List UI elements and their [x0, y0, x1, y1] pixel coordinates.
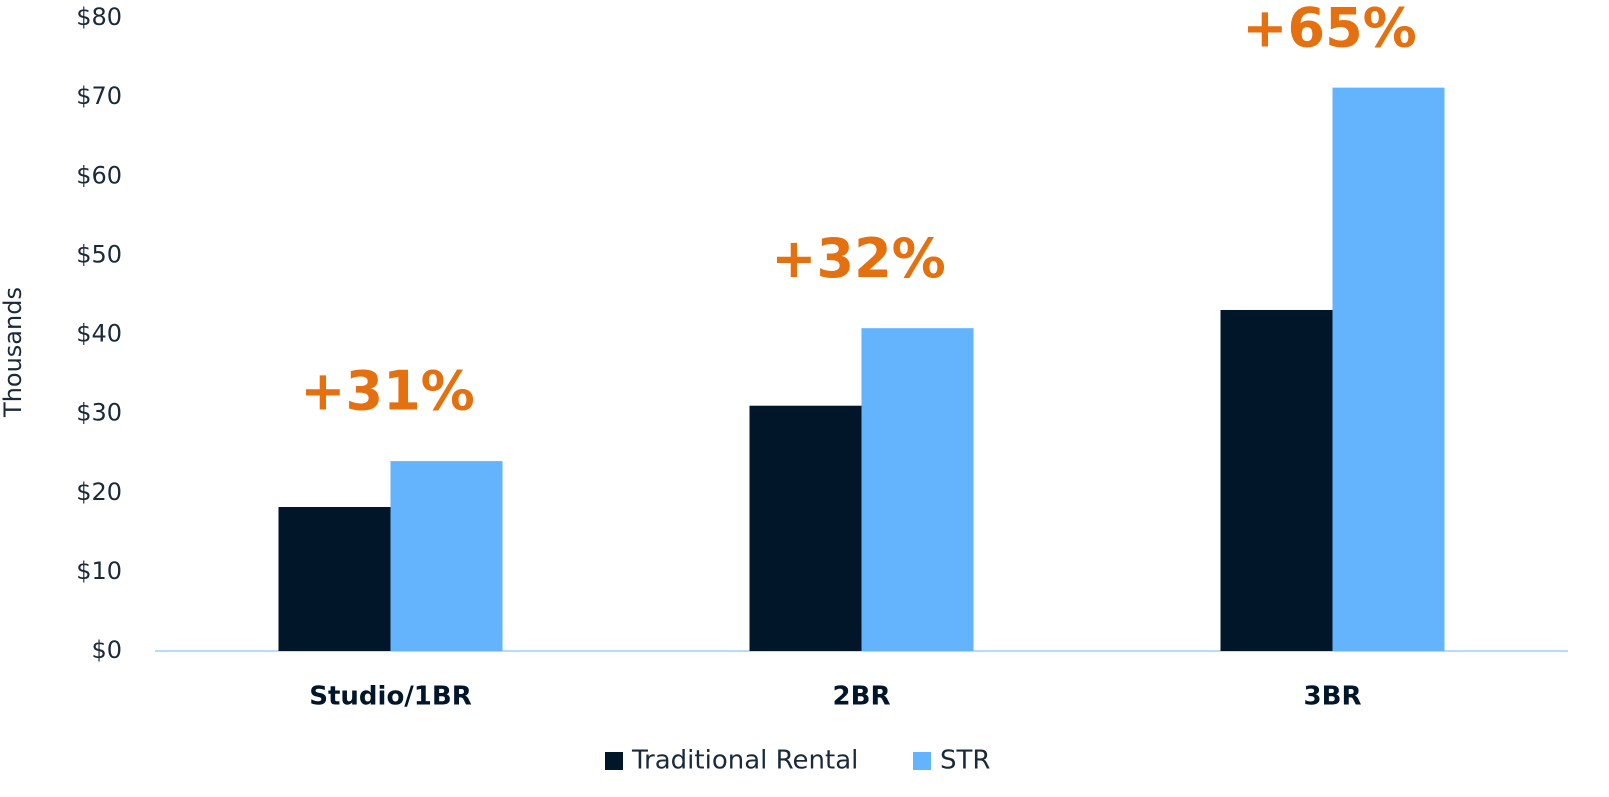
bar	[1332, 87, 1445, 651]
x-tick-label: 3BR	[1304, 682, 1362, 712]
y-tick-label: $30	[76, 399, 122, 427]
annotation: +31%	[300, 360, 475, 423]
y-tick-label: $40	[76, 320, 122, 348]
x-tick-label: Studio/1BR	[309, 682, 471, 712]
y-tick-label: $60	[76, 161, 122, 189]
y-tick-label: $10	[76, 557, 122, 585]
legend-swatch	[605, 752, 623, 770]
y-tick-label: $0	[91, 636, 122, 664]
bar	[390, 461, 503, 651]
legend-swatch	[913, 752, 931, 770]
y-tick-label: $20	[76, 478, 122, 506]
legend-label: STR	[940, 746, 990, 776]
y-tick-label: $50	[76, 240, 122, 268]
bar	[1220, 309, 1333, 651]
annotation: +65%	[1242, 0, 1417, 60]
y-tick-label: $80	[76, 3, 122, 31]
annotation: +32%	[771, 227, 946, 290]
bar	[749, 405, 862, 651]
bar	[278, 506, 391, 651]
y-tick-label: $70	[76, 82, 122, 110]
y-axis-label: Thousands	[0, 287, 27, 418]
legend-label: Traditional Rental	[631, 746, 858, 776]
x-tick-label: 2BR	[833, 682, 891, 712]
bar	[861, 328, 974, 651]
